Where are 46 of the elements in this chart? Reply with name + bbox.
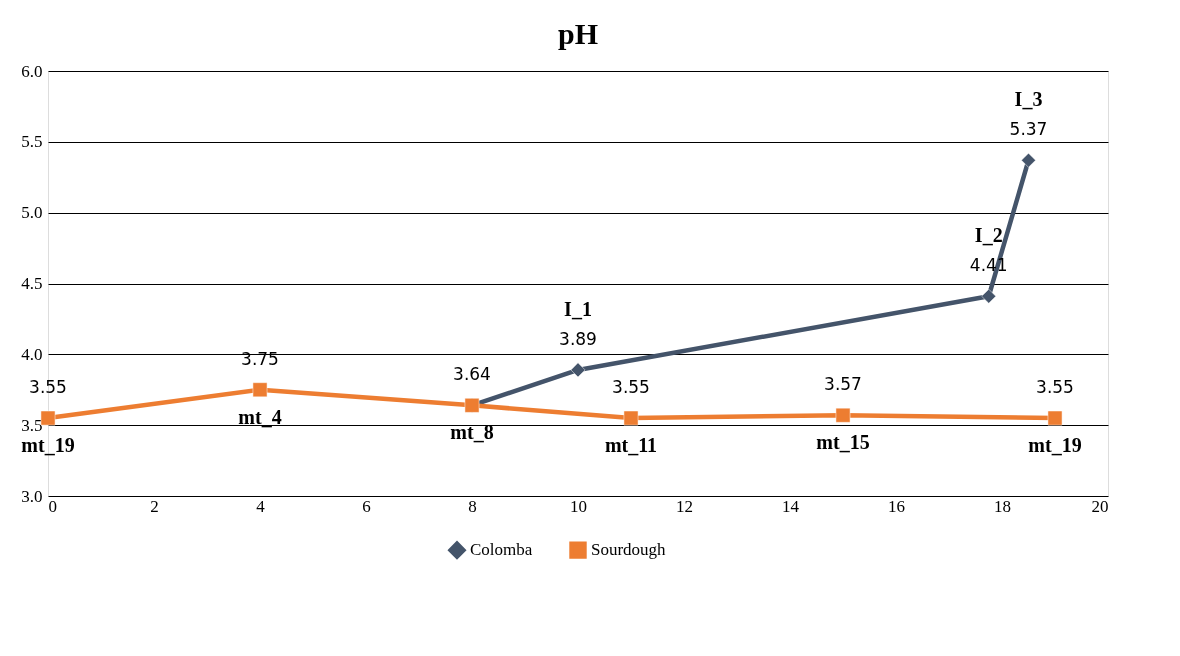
- annotation: mt_4: [238, 405, 282, 428]
- point: [623, 410, 639, 426]
- data-label: 3.55: [1036, 377, 1074, 398]
- annotation: mt_8: [450, 421, 494, 444]
- x-tick-label: 12: [676, 496, 693, 516]
- data-label: 3.89: [559, 328, 597, 349]
- x-tick-label: 2: [150, 496, 159, 516]
- y-tick-label: 6.0: [21, 61, 43, 81]
- y-tick-label: 4.5: [21, 274, 43, 293]
- x-tick-label: 6: [362, 496, 371, 516]
- x-tick-label: 16: [888, 496, 905, 516]
- data-label: 3.55: [612, 377, 650, 398]
- chart-title: pH: [557, 17, 599, 50]
- x-tick-label: 18: [994, 496, 1011, 516]
- x-tick-label: 4: [256, 496, 266, 516]
- point: [1047, 410, 1063, 426]
- data-label: 3.64: [453, 364, 491, 385]
- x-tick-label: 20: [1091, 496, 1109, 516]
- x-tick-label: 14: [782, 496, 800, 516]
- point: [835, 407, 851, 423]
- y-tick-label: 4.0: [21, 344, 43, 364]
- x-tick-label: 10: [570, 496, 587, 516]
- x-tick-label: 0: [48, 496, 57, 516]
- legend-label: Colomba: [470, 540, 533, 560]
- y-tick-label: 5.5: [21, 132, 43, 152]
- annotation: mt_19: [21, 434, 75, 457]
- y-tick-label: 3.0: [21, 486, 43, 506]
- point: [40, 410, 56, 426]
- point: [570, 362, 586, 378]
- data-label: 3.57: [824, 374, 862, 395]
- data-label: 3.75: [241, 348, 279, 369]
- annotation: mt_15: [816, 431, 870, 454]
- x-tick-label: 8: [468, 496, 477, 516]
- data-label: 3.55: [29, 377, 67, 398]
- annotation: mt_19: [1028, 434, 1082, 457]
- annotation: mt_11: [604, 434, 658, 457]
- annotation: I_3: [1014, 88, 1043, 111]
- point: [252, 382, 268, 398]
- annotation: I_2: [974, 224, 1003, 247]
- y-tick-label: 3.5: [21, 415, 43, 435]
- annotation: I_1: [564, 297, 592, 320]
- point: [981, 288, 997, 304]
- legend-label: Sourdough: [591, 540, 667, 560]
- point: [1021, 152, 1036, 168]
- data-label: 5.37: [1009, 119, 1048, 140]
- y-tick-label: 5.0: [21, 203, 43, 223]
